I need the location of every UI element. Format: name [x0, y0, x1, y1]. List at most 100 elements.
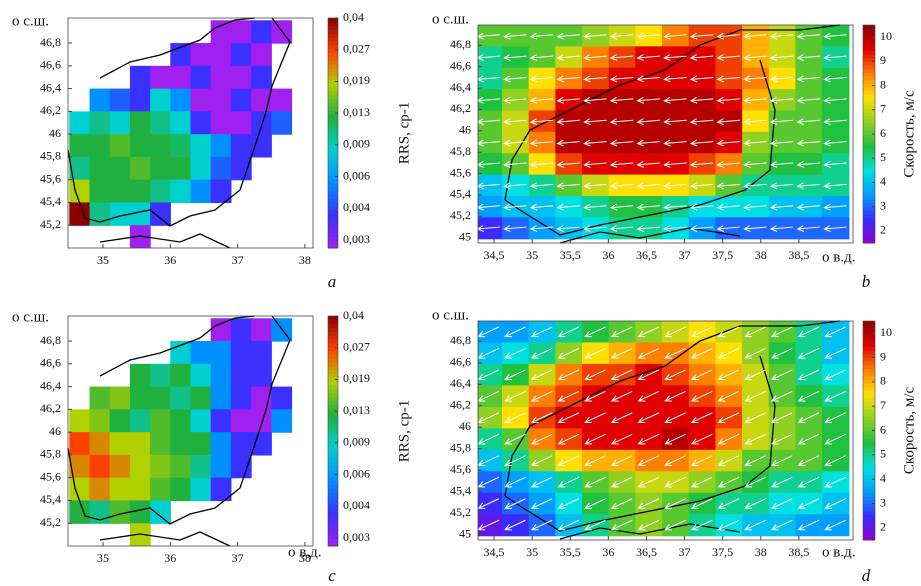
y-axis-label: о с.ш.: [432, 307, 469, 323]
colorbar-step: [328, 415, 338, 420]
wind-arrow: [664, 390, 686, 402]
cell: [230, 88, 252, 112]
colorbar-step: [328, 79, 338, 84]
cell: [109, 156, 131, 181]
colorbar-tick-label: 0,04: [343, 10, 364, 24]
cell: [251, 386, 272, 410]
colorbar-step: [328, 507, 338, 512]
colorbar-step: [328, 316, 338, 321]
wind-arrow: [637, 390, 660, 402]
cell: [230, 363, 252, 388]
colorbar-step: [863, 477, 875, 483]
cell: [109, 454, 131, 479]
cell: [478, 342, 503, 365]
wind-arrow: [504, 390, 526, 402]
wind-arrow: [824, 519, 846, 531]
cell: [478, 428, 503, 451]
colorbar-step: [863, 350, 875, 355]
wind-arrow: [476, 203, 500, 211]
coastline: [504, 24, 841, 244]
cell: [129, 454, 151, 479]
colorbar-step: [328, 369, 338, 374]
wind-arrow: [583, 182, 607, 190]
cell: [251, 111, 272, 135]
colorbar-step: [863, 108, 875, 113]
wind-arrow: [796, 75, 820, 83]
colorbar-step: [863, 155, 875, 160]
panel-label: b: [862, 272, 871, 291]
wind-arrow: [824, 412, 846, 424]
colorbar-step: [863, 353, 875, 358]
wind-arrow: [797, 369, 820, 381]
colorbar-step: [328, 140, 338, 145]
wind-arrow: [529, 160, 554, 168]
colorbar-step: [863, 372, 875, 377]
colorbar-step: [328, 236, 338, 241]
wind-arrow: [584, 348, 606, 359]
colorbar-step: [863, 496, 875, 501]
wind-arrow: [477, 455, 500, 466]
wind-arrow: [529, 203, 554, 211]
cell: [230, 111, 252, 135]
x-tick-label: 35: [97, 551, 109, 565]
cell: [170, 111, 192, 135]
wind-arrow: [609, 139, 634, 147]
colorbar-step: [328, 152, 338, 157]
y-tick-label: 45,2: [40, 217, 61, 231]
colorbar-step: [328, 354, 338, 359]
wind-arrow: [689, 139, 714, 147]
wind-arrow: [609, 225, 634, 232]
wind-arrow: [636, 182, 660, 190]
wind-arrow: [823, 203, 847, 211]
wind-arrow: [584, 498, 606, 509]
wind-arrow: [477, 498, 500, 509]
colorbar-step: [328, 102, 338, 107]
colorbar-tick-label: 5: [880, 447, 886, 461]
colorbar-tick-label: 4: [880, 471, 886, 485]
colorbar-step: [328, 350, 338, 355]
cell: [251, 363, 272, 388]
wind-arrow: [584, 326, 606, 338]
colorbar-step: [863, 148, 875, 153]
colorbar-tick-label: 9: [880, 349, 886, 363]
cell: [109, 179, 131, 204]
colorbar-step: [863, 518, 875, 523]
wind-arrow: [637, 369, 660, 381]
cell: [210, 341, 232, 365]
cell: [150, 179, 171, 204]
wind-arrow: [609, 203, 634, 211]
wind-arrow: [583, 160, 607, 168]
colorbar-step: [863, 79, 875, 84]
wind-arrow: [529, 54, 554, 61]
colorbar-step: [328, 427, 338, 432]
wind-arrow: [716, 32, 740, 40]
wind-arrow: [503, 32, 527, 40]
wind-arrow: [689, 160, 714, 168]
colorbar-step: [863, 83, 875, 88]
colorbar-tick-label: 0,019: [343, 73, 370, 87]
colorbar-step: [863, 503, 875, 508]
colorbar-step: [863, 101, 875, 106]
wind-arrow: [636, 54, 660, 61]
wind-arrow: [743, 54, 767, 61]
cell: [109, 88, 131, 112]
colorbar-step: [863, 192, 875, 197]
wind-arrow: [583, 203, 607, 211]
wind-arrow: [664, 369, 686, 381]
colorbar-step: [328, 179, 338, 184]
wind-arrow: [636, 160, 660, 168]
colorbar-step: [328, 205, 338, 211]
wind-arrow: [637, 455, 660, 466]
colorbar-step: [863, 335, 875, 340]
colorbar-step: [328, 106, 338, 111]
wind-arrow: [609, 32, 634, 40]
wind-arrow: [503, 160, 527, 168]
cell: [170, 363, 192, 388]
wind-arrow: [769, 139, 794, 147]
wind-arrow: [769, 118, 794, 126]
colorbar-step: [328, 67, 338, 73]
colorbar-tick-label: 0,003: [343, 232, 370, 246]
cell: [109, 386, 131, 410]
colorbar-step: [328, 446, 338, 451]
colorbar-step: [863, 35, 875, 41]
